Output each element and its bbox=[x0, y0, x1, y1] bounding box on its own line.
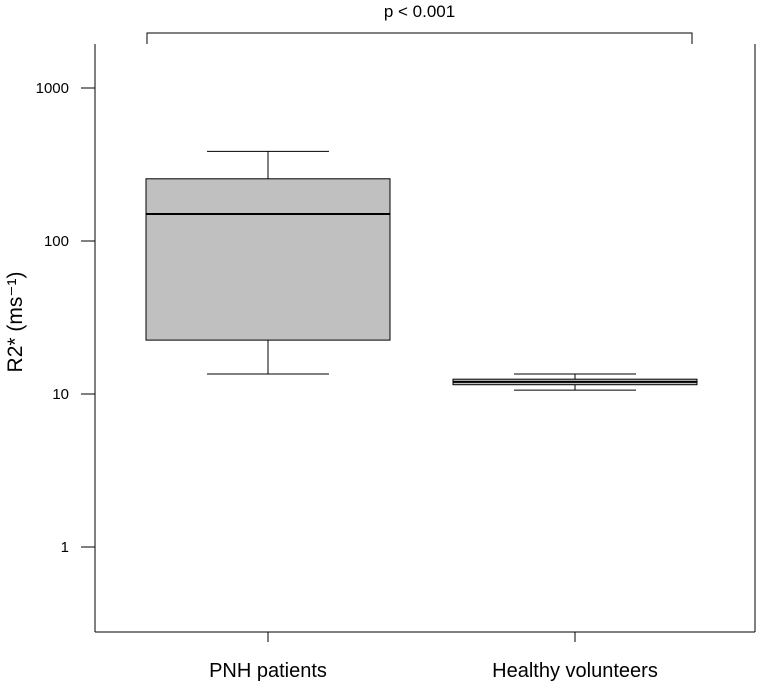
x-axis-ticks: PNH patients Healthy volunteers bbox=[209, 632, 658, 682]
y-tick-label: 10 bbox=[52, 386, 69, 403]
y-tick-label: 1000 bbox=[36, 80, 69, 97]
y-tick-label: 1 bbox=[61, 539, 69, 556]
box-series bbox=[145, 150, 698, 391]
iqr-box bbox=[145, 178, 391, 341]
y-axis-title: R2* (ms⁻¹) bbox=[4, 272, 27, 373]
box-group bbox=[145, 150, 391, 375]
p-value-label: p < 0.001 bbox=[384, 2, 455, 21]
y-tick-label: 100 bbox=[44, 233, 69, 250]
y-axis-ticks: 1 10 100 1000 bbox=[36, 80, 95, 556]
significance-annotation: p < 0.001 bbox=[146, 2, 693, 44]
box-group bbox=[452, 373, 698, 391]
x-category-label: Healthy volunteers bbox=[492, 660, 658, 682]
x-category-label: PNH patients bbox=[209, 660, 327, 682]
significance-bracket bbox=[146, 32, 693, 44]
plot-frame bbox=[94, 44, 756, 633]
